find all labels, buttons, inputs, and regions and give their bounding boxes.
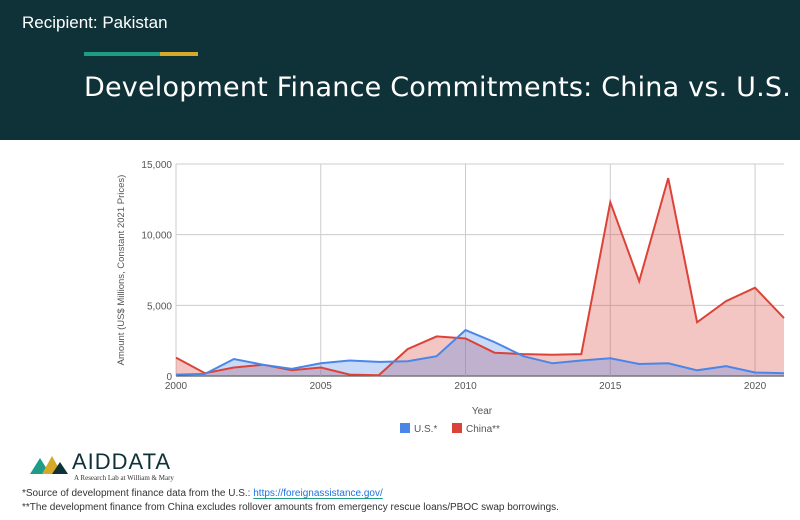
series-area-us [176,330,784,376]
x-tick-label: 2010 [454,381,477,392]
header-banner: Recipient: Pakistan Development Finance … [0,0,800,140]
footnote-source: *Source of development finance data from… [22,488,383,499]
recipient-label: Recipient: Pakistan [22,13,168,32]
legend-label-us: U.S.* [414,424,437,435]
y-tick-label: 5,000 [147,301,172,312]
legend-swatch-us [400,423,410,433]
foreignassistance-link[interactable]: https://foreignassistance.gov/ [253,488,383,499]
logo-wordmark: AIDDATA [72,449,172,474]
footnote-source-text: *Source of development finance data from… [22,488,254,499]
footnote-china: **The development finance from China exc… [22,502,559,513]
logo-mountains-icon [30,456,68,474]
logo-tagline: A Research Lab at William & Mary [74,474,174,482]
page-title: Development Finance Commitments: China v… [84,72,792,103]
accent-bar-yellow [160,52,198,56]
x-tick-label: 2005 [310,381,333,392]
accent-bar-green [84,52,160,56]
legend-label-china: China** [466,424,500,435]
x-tick-label: 2020 [744,381,767,392]
legend-swatch-china [452,423,462,433]
x-axis-title: Year [472,406,493,417]
y-tick-label: 0 [166,372,172,383]
series-area-china [176,178,784,376]
area-chart: 0 5,000 10,000 15,000 2000 2005 2010 2015 2020 Ye… [116,160,785,435]
x-tick-label: 2000 [165,381,188,392]
x-tick-label: 2015 [599,381,622,392]
aiddata-logo: AIDDATA A Research Lab at William & Mary [30,448,190,484]
y-axis-title: Amount (US$ Millions, Constant 2021 Pric… [116,175,127,366]
y-tick-label: 15,000 [141,160,172,171]
y-tick-label: 10,000 [141,231,172,242]
series-line-us [175,328,785,376]
